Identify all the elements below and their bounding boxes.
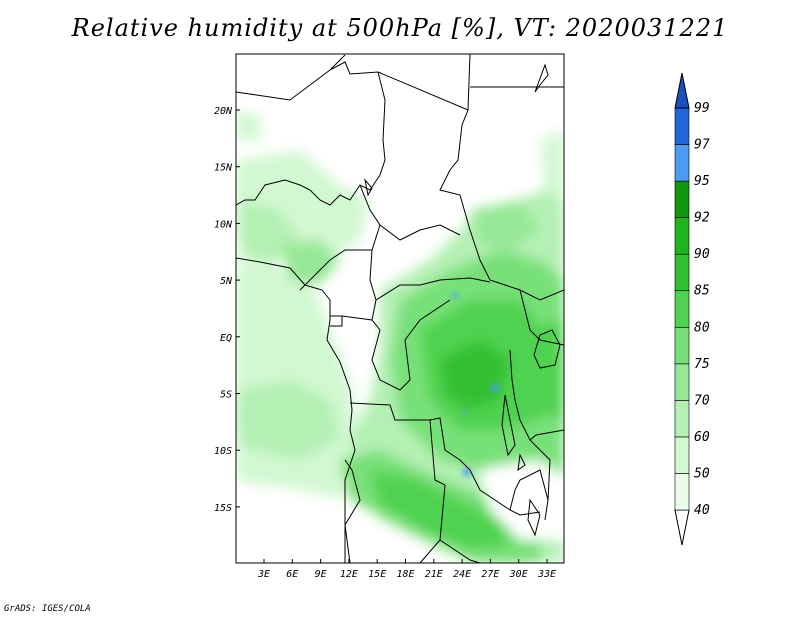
- lon-label: 12E: [340, 569, 358, 580]
- longitude-axis: 3E 6E 9E 12E 15E 18E 21E 24E 27E 30E 33E: [257, 559, 556, 580]
- colorbar-label: 90: [694, 247, 710, 262]
- latitude-axis: 20N 15N 10N 5N EQ 5S 10S 15S: [214, 106, 240, 514]
- colorbar-segment: [674, 473, 690, 511]
- colorbar-segment: [674, 253, 690, 292]
- colorbar-label: 92: [694, 211, 710, 226]
- colorbar-label: 60: [694, 430, 710, 445]
- lon-label: 24E: [453, 569, 471, 580]
- colorbar-label: 40: [694, 503, 710, 518]
- colorbar-segment: [674, 290, 690, 328]
- coastline: [236, 257, 356, 563]
- humidity-field: [236, 54, 564, 563]
- lon-label: 21E: [425, 569, 443, 580]
- map-frame: [235, 53, 565, 564]
- colorbar-label: 85: [694, 284, 710, 299]
- colorbar-segment: [674, 400, 690, 438]
- colorbar-label: 95: [694, 174, 710, 189]
- lat-label: 10N: [214, 219, 233, 230]
- colorbar-label: 50: [694, 466, 710, 481]
- colorbar-lower-triangle: [674, 509, 690, 546]
- lat-label: 5S: [220, 390, 232, 401]
- lon-label: 30E: [509, 569, 528, 580]
- lat-label: 15S: [214, 503, 232, 514]
- lon-label: 6E: [286, 569, 298, 580]
- colorbar-segment: [674, 326, 690, 365]
- map-title: Relative humidity at 500hPa [%], VT: 202…: [71, 14, 729, 42]
- lon-label: 15E: [368, 569, 386, 580]
- credit-text: GrADS: IGES/COLA: [4, 604, 91, 614]
- lat-label: EQ: [220, 333, 232, 344]
- lon-label: 27E: [481, 569, 499, 580]
- lat-label: 5N: [220, 276, 233, 287]
- lon-label: 3E: [257, 569, 270, 580]
- lon-label: 9E: [315, 569, 327, 580]
- colorbar-segment: [674, 363, 690, 401]
- colorbar-label: 99: [694, 101, 710, 116]
- colorbar-label: 80: [694, 320, 710, 335]
- colorbar-segment: [674, 107, 690, 145]
- colorbar-segment: [674, 436, 690, 474]
- lakes: [364, 63, 561, 537]
- colorbar-label: 97: [694, 138, 710, 153]
- colorbar-segment: [674, 217, 690, 255]
- lat-label: 15N: [214, 163, 233, 174]
- colorbar-label: 75: [694, 357, 710, 372]
- colorbar-upper-triangle: [674, 72, 690, 109]
- colorbar-segment: [674, 180, 690, 218]
- lon-label: 33E: [537, 569, 556, 580]
- colorbar-label: 70: [694, 393, 710, 408]
- colorbar-segment: [674, 144, 690, 182]
- lat-label: 10S: [214, 446, 232, 457]
- lon-label: 18E: [396, 569, 414, 580]
- colorbar: 40 50 60 70 75 80 85 90 92 95 97 99: [674, 72, 710, 546]
- lat-label: 20N: [214, 106, 233, 117]
